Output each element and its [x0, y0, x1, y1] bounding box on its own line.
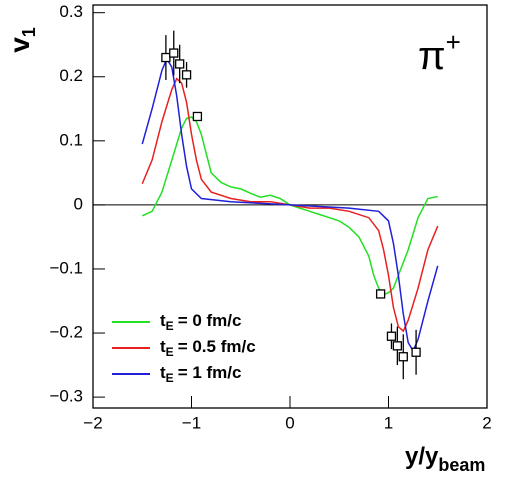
series-line — [141, 116, 438, 296]
x-tick-label: 0 — [285, 413, 294, 432]
annotation-main: π — [418, 34, 446, 78]
data-point — [386, 331, 397, 341]
data-point — [411, 347, 421, 357]
x-tick-label: −1 — [182, 413, 201, 432]
legend-text: = 0.5 fm/c — [178, 337, 256, 356]
data-point — [375, 289, 386, 299]
annotation-sup: + — [446, 27, 461, 57]
legend-symbol: t — [160, 363, 166, 382]
x-tick-label: 2 — [482, 413, 491, 432]
legend-subscript: E — [166, 319, 174, 333]
legend-subscript: E — [166, 371, 174, 385]
x-tick-label: 1 — [384, 413, 393, 432]
y-tick-label: 0.1 — [59, 130, 83, 149]
legend-subscript: E — [166, 345, 174, 359]
x-axis-label: y/ybeam — [405, 443, 485, 474]
data-point — [175, 59, 185, 69]
x-tick-label: −2 — [83, 413, 102, 432]
y-tick-label: 0.2 — [59, 66, 83, 85]
legend-label: tE = 1 fm/c — [160, 363, 241, 385]
y-tick-label: −0.3 — [49, 387, 83, 406]
series-line — [141, 57, 439, 353]
legend-symbol: t — [160, 311, 166, 330]
data-point — [161, 52, 171, 63]
data-point — [192, 111, 203, 122]
legend-text: = 0 fm/c — [178, 311, 242, 330]
x-label-sub: beam — [438, 455, 485, 475]
x-label-main: y/y — [405, 443, 439, 470]
legend-symbol: t — [160, 337, 166, 356]
legend-label: tE = 0 fm/c — [160, 311, 241, 333]
y-label-main: v — [4, 37, 35, 53]
data-point — [398, 352, 408, 362]
y-axis-label: v1 — [4, 27, 38, 53]
y-tick-label: 0.3 — [59, 2, 83, 21]
legend-text: = 1 fm/c — [178, 363, 242, 382]
data-point — [392, 341, 403, 351]
y-label-sub: 1 — [19, 27, 39, 37]
y-tick-label: −0.2 — [49, 323, 83, 342]
y-tick-label: −0.1 — [49, 258, 83, 277]
legend-label: tE = 0.5 fm/c — [160, 337, 256, 359]
annotation: π+ — [418, 27, 461, 78]
data-point — [169, 48, 179, 58]
y-tick-label: 0 — [74, 194, 83, 213]
data-point — [181, 70, 192, 80]
